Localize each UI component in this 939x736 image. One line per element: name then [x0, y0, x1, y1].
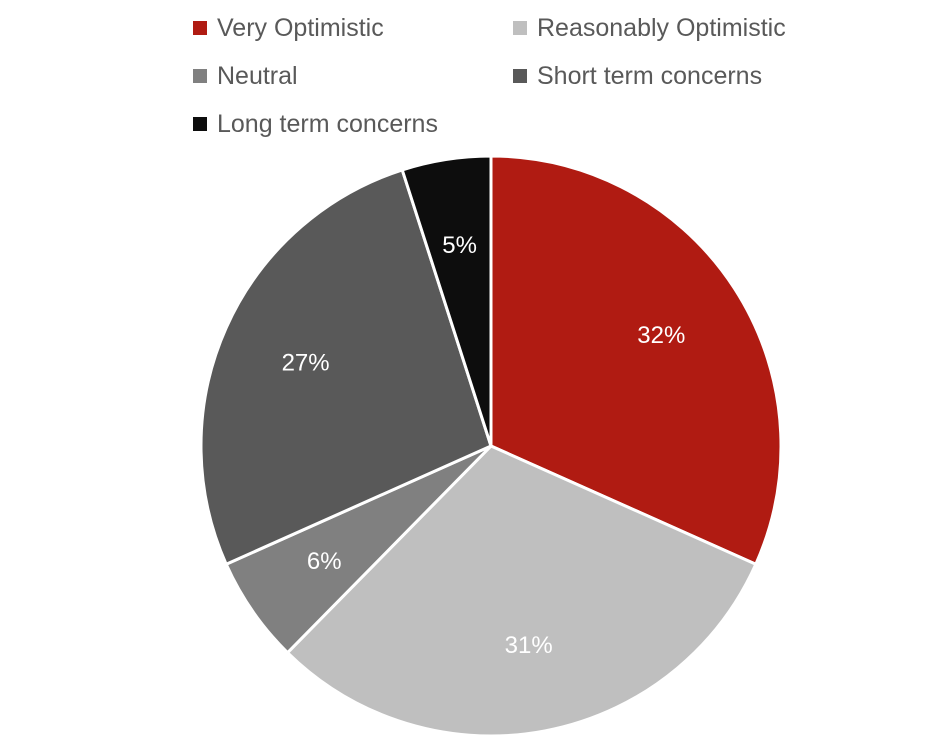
legend-item-very-optimistic: Very Optimistic [193, 10, 513, 46]
legend-label-very-optimistic: Very Optimistic [217, 13, 384, 42]
legend-swatch-long-term-concerns [193, 117, 207, 131]
data-label-neutral: 6% [307, 548, 342, 575]
legend-swatch-very-optimistic [193, 21, 207, 35]
legend-label-long-term-concerns: Long term concerns [217, 109, 438, 138]
legend-swatch-short-term-concerns [513, 69, 527, 83]
data-label-long-term-concerns: 5% [442, 232, 477, 259]
pie-slice-very-optimistic [489, 154, 783, 566]
data-label-short-term-concerns: 27% [282, 350, 330, 377]
pie-slice-short-term-concerns [199, 168, 493, 566]
legend-item-neutral: Neutral [193, 58, 513, 94]
pie-slices [199, 154, 783, 736]
legend: Very Optimistic Reasonably Optimistic Ne… [193, 10, 833, 142]
pie-data-labels: 32% 31% 6% 27% 5% [282, 232, 686, 659]
legend-swatch-reasonably-optimistic [513, 21, 527, 35]
legend-item-short-term-concerns: Short term concerns [513, 58, 833, 94]
pie-slice-reasonably-optimistic [286, 444, 758, 736]
legend-label-short-term-concerns: Short term concerns [537, 61, 763, 90]
data-label-very-optimistic: 32% [637, 322, 685, 349]
legend-item-reasonably-optimistic: Reasonably Optimistic [513, 10, 833, 46]
legend-swatch-neutral [193, 69, 207, 83]
legend-label-neutral: Neutral [217, 61, 298, 90]
pie-slice-long-term-concerns [400, 154, 493, 448]
legend-item-long-term-concerns: Long term concerns [193, 106, 513, 142]
legend-label-reasonably-optimistic: Reasonably Optimistic [537, 13, 786, 42]
data-label-reasonably-optimistic: 31% [505, 632, 553, 659]
